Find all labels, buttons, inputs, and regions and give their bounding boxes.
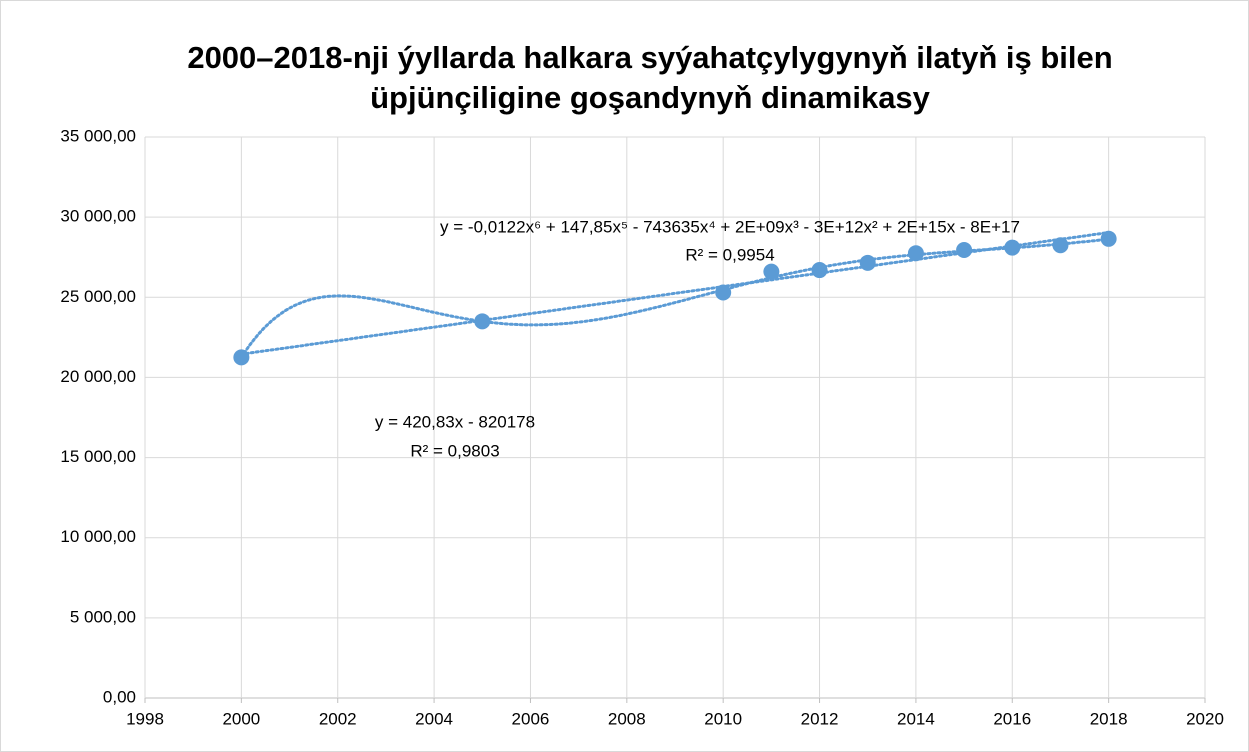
x-tick-label: 2012: [801, 709, 839, 728]
trendline-r2: R² = 0,9803: [410, 441, 499, 460]
x-tick-label: 2008: [608, 709, 646, 728]
data-point: [715, 284, 732, 301]
y-tick-label: 30 000,00: [60, 207, 136, 226]
chart-title: 2000–2018-nji ýyllarda halkara syýahatçy…: [187, 40, 1112, 75]
data-point: [233, 349, 250, 366]
data-point: [859, 254, 876, 271]
x-tick-label: 2014: [897, 709, 935, 728]
data-point: [1100, 230, 1117, 247]
x-tick-label: 2016: [993, 709, 1031, 728]
trendline-r2: R² = 0,9954: [685, 245, 774, 264]
data-point: [956, 242, 973, 259]
data-point: [763, 263, 780, 280]
x-tick-label: 2018: [1090, 709, 1128, 728]
y-tick-label: 5 000,00: [70, 607, 136, 626]
trendline-equation: y = 420,83x - 820178: [375, 412, 535, 431]
x-tick-label: 2020: [1186, 709, 1224, 728]
data-point: [474, 313, 491, 330]
x-tick-label: 2000: [222, 709, 260, 728]
trendline-equation: y = -0,0122x⁶ + 147,85x⁵ - 743635x⁴ + 2E…: [440, 217, 1020, 236]
x-tick-label: 2004: [415, 709, 453, 728]
x-tick-label: 2010: [704, 709, 742, 728]
y-tick-label: 15 000,00: [60, 447, 136, 466]
data-point: [811, 262, 828, 279]
y-tick-label: 10 000,00: [60, 527, 136, 546]
chart-title: üpjünçiligine goşandynyň dinamikasy: [370, 80, 931, 115]
y-tick-label: 35 000,00: [60, 126, 136, 145]
y-tick-label: 20 000,00: [60, 367, 136, 386]
data-point: [1004, 239, 1021, 256]
data-point: [907, 245, 924, 262]
data-point: [1052, 237, 1069, 254]
x-tick-label: 2006: [512, 709, 550, 728]
x-tick-label: 2002: [319, 709, 357, 728]
y-tick-label: 25 000,00: [60, 287, 136, 306]
x-tick-label: 1998: [126, 709, 164, 728]
y-tick-label: 0,00: [103, 687, 136, 706]
